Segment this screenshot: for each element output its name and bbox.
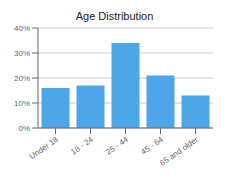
svg-text:Under 18: Under 18 — [28, 135, 61, 162]
svg-text:20%: 20% — [14, 74, 30, 83]
svg-text:0%: 0% — [18, 124, 30, 133]
svg-text:30%: 30% — [14, 49, 30, 58]
html-text:Age Distribution: Age Distribution — [75, 10, 154, 22]
svg-text:40%: 40% — [14, 24, 30, 33]
svg-text:25 - 44: 25 - 44 — [104, 135, 130, 157]
svg-text:45 - 64: 45 - 64 — [139, 135, 165, 157]
svg-text:18 - 24: 18 - 24 — [69, 135, 95, 157]
svg-text:10%: 10% — [14, 99, 30, 108]
svg-text:65 and older: 65 and older — [158, 135, 200, 168]
